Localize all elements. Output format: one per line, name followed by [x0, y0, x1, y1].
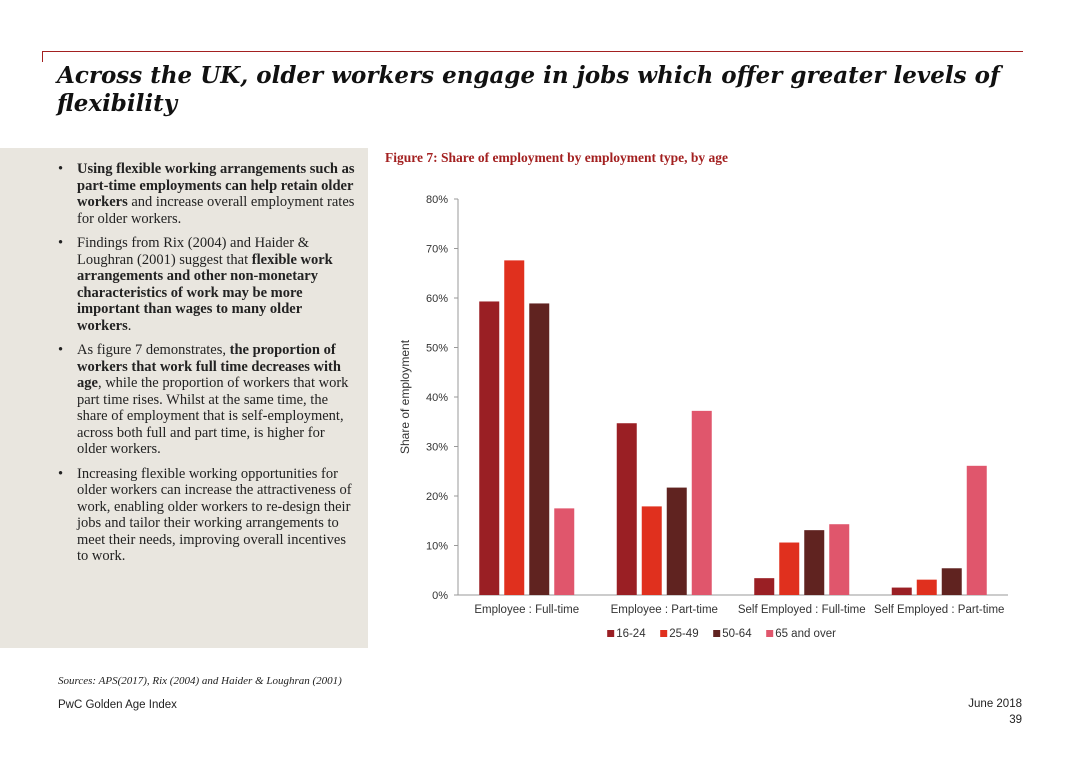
bullet-bold-text: the proportion of workers that work full… — [77, 342, 341, 391]
bullet-bold-text: Using flexible working arrangements such… — [77, 161, 355, 210]
bar — [504, 260, 525, 595]
y-tick-label: 20% — [426, 491, 448, 503]
footer-brand: PwC Golden Age Index — [58, 699, 177, 711]
y-tick-label: 10% — [426, 541, 448, 553]
bullet-item: Using flexible working arrangements such… — [58, 161, 358, 227]
y-tick-label: 50% — [426, 343, 448, 355]
x-tick-label: Employee : Part-time — [611, 604, 718, 616]
legend-label: 25-49 — [669, 628, 698, 640]
bullet-text: . — [127, 317, 132, 334]
y-tick-label: 30% — [426, 442, 448, 454]
footer-date: June 2018 — [968, 698, 1022, 710]
x-tick-label: Self Employed : Full-time — [738, 604, 866, 616]
x-tick-label: Self Employed : Part-time — [874, 604, 1004, 616]
bar — [941, 568, 962, 595]
bar — [916, 579, 937, 595]
legend-swatch — [607, 630, 615, 637]
bullet-item: Findings from Rix (2004) and Haider & Lo… — [58, 235, 358, 334]
bullet-text: Findings from Rix (2004) and Haider & Lo… — [77, 235, 309, 268]
bar — [641, 506, 662, 595]
bullet-text: and increase overall employment rates fo… — [77, 194, 355, 227]
figure-title: Figure 7: Share of employment by employm… — [385, 150, 728, 165]
bullet-text: Increasing flexible working opportunitie… — [77, 465, 352, 565]
bar-chart: 0% 10% 20% 30% 40% 50% 60% 70% 80% Share of emplo… — [398, 194, 1008, 640]
slide-title: Across the UK, older workers engage in j… — [57, 62, 1000, 117]
page-number: 39 — [1009, 714, 1022, 726]
bar — [829, 524, 850, 595]
y-axis-label: Share of employment — [398, 339, 412, 454]
bullet-bold-text: flexible work arrangements and other non… — [77, 251, 333, 334]
bar — [891, 587, 912, 595]
sources-note: Sources: APS(2017), Rix (2004) and Haide… — [58, 675, 342, 687]
bar — [966, 465, 987, 595]
x-tick-label: Employee : Full-time — [474, 604, 579, 616]
y-tick-label: 70% — [426, 244, 448, 256]
bullet-text: , while the proportion of workers that w… — [77, 375, 349, 457]
top-rule-tick — [42, 51, 43, 62]
bar — [779, 542, 800, 595]
y-tick-label: 80% — [426, 194, 448, 206]
bar — [804, 530, 825, 595]
bar — [616, 423, 637, 595]
legend-label: 65 and over — [775, 628, 836, 640]
bar — [529, 303, 550, 595]
legend-swatch — [766, 630, 774, 637]
y-tick-label: 0% — [432, 590, 448, 602]
bullet-item: As figure 7 demonstrates, the proportion… — [58, 342, 358, 458]
bar — [754, 578, 775, 595]
bar — [666, 487, 687, 595]
bar — [691, 410, 712, 595]
legend-label: 16-24 — [616, 628, 646, 640]
bar — [479, 301, 500, 595]
bar — [554, 508, 575, 595]
bullet-list: Using flexible working arrangements such… — [58, 161, 358, 573]
legend-swatch — [660, 630, 668, 637]
legend-label: 50-64 — [722, 628, 752, 640]
bullet-item: Increasing flexible working opportunitie… — [58, 466, 358, 565]
legend-swatch — [713, 630, 721, 637]
y-tick-label: 40% — [426, 392, 448, 404]
bullet-text: As figure 7 demonstrates, — [77, 342, 230, 358]
top-rule — [42, 51, 1023, 52]
y-tick-label: 60% — [426, 293, 448, 305]
